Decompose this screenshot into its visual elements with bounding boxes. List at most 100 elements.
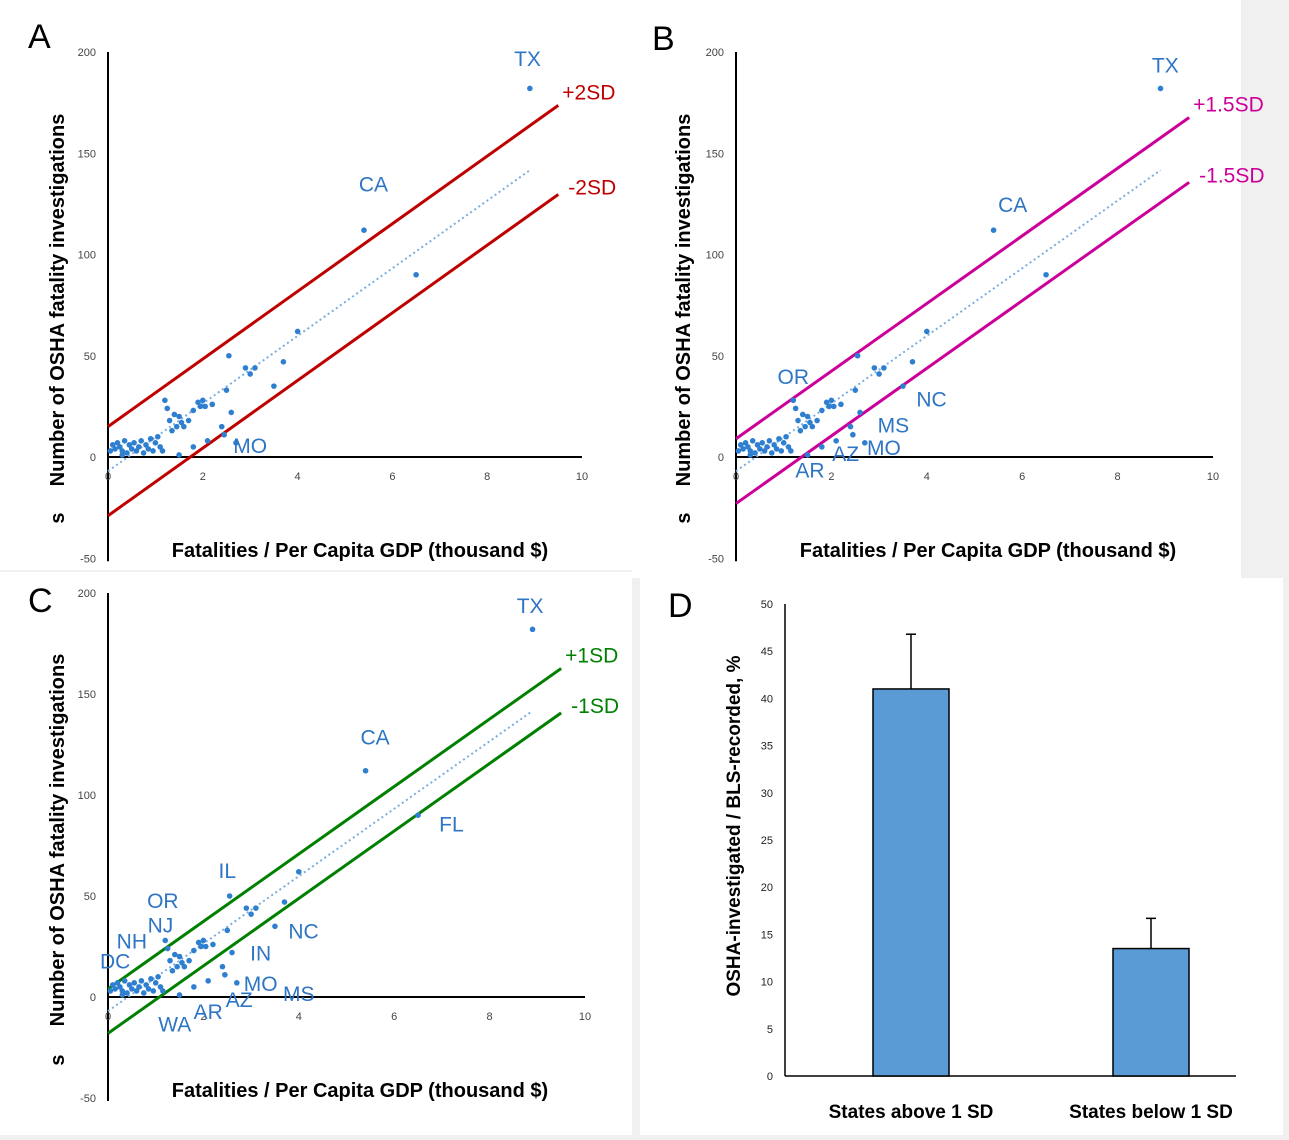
data-point <box>776 435 782 442</box>
panel-d: D 0 5 10 15 20 25 30 35 40 45 50 States above 1 SD St… <box>668 587 1236 1123</box>
data-point <box>909 359 916 365</box>
y-tick-label: 0 <box>718 452 724 464</box>
upper-sd-line <box>735 116 1191 440</box>
data-point <box>828 397 835 404</box>
panel-letter: A <box>28 18 51 56</box>
data-point <box>819 444 825 450</box>
y-axis-title-fragment: s <box>673 512 695 523</box>
data-point <box>219 963 226 970</box>
data-point <box>119 452 126 458</box>
data-point <box>761 448 768 454</box>
y-tick-label: 200 <box>706 47 724 59</box>
data-point <box>138 978 145 984</box>
data-point <box>226 352 232 359</box>
data-point <box>119 992 126 998</box>
data-point <box>740 446 746 452</box>
data-point <box>171 951 178 958</box>
state-label-wa: WA <box>158 1013 191 1036</box>
data-point <box>145 986 152 992</box>
data-point <box>133 988 140 994</box>
data-point <box>190 444 197 450</box>
x-tick-label: 10 <box>576 471 588 483</box>
data-point <box>529 626 536 633</box>
data-point <box>162 397 168 404</box>
data-point <box>527 85 533 92</box>
data-point <box>222 971 228 978</box>
data-point <box>202 403 208 410</box>
data-point <box>176 953 183 960</box>
y-tick-label: 35 <box>761 741 773 753</box>
data-point <box>747 452 754 458</box>
y-tick-label: 150 <box>706 148 724 160</box>
state-label-in: IN <box>250 943 271 966</box>
data-point <box>871 365 878 371</box>
trend-line <box>107 169 531 472</box>
data-point <box>754 442 761 448</box>
y-axis-title: Number of OSHA fatality investigations <box>673 114 695 487</box>
bar <box>1112 947 1190 1077</box>
data-point <box>131 980 138 986</box>
data-point <box>792 405 799 412</box>
y-tick-label: 200 <box>78 588 96 600</box>
data-point <box>759 440 766 446</box>
data-point <box>129 986 135 992</box>
x-tick-label: 4 <box>924 471 930 483</box>
data-point <box>253 905 259 911</box>
data-point <box>852 387 859 393</box>
panel-c-background <box>0 572 632 1135</box>
x-tick-label: 8 <box>487 1011 493 1023</box>
data-point <box>164 405 171 412</box>
data-point <box>804 413 811 420</box>
data-point <box>109 442 116 448</box>
data-point <box>228 409 235 416</box>
x-axis-title: Fatalities / Per Capita GDP (thousand $) <box>800 540 1176 562</box>
state-label-ca: CA <box>361 727 390 750</box>
data-point <box>166 417 173 424</box>
data-point <box>167 957 173 964</box>
data-point <box>804 452 811 458</box>
x-tick-label: 0 <box>105 471 111 483</box>
panel-letter: B <box>652 20 675 58</box>
data-point <box>191 947 197 954</box>
state-label-nh: NH <box>117 931 147 954</box>
data-point <box>197 403 204 410</box>
panel-b-background <box>632 0 1241 578</box>
panel-a: A -50 0 50 100 150 200 0 2 4 6 8 10 +2SD -2SD TX CA MO Fat… <box>28 18 616 565</box>
y-tick-label: 15 <box>761 929 773 941</box>
x-category-label: States above 1 SD <box>829 1102 994 1123</box>
data-point <box>136 984 142 990</box>
data-point <box>280 359 287 365</box>
y-axis-title-fragment: s <box>47 512 69 523</box>
upper-band-label: +1.5SD <box>1193 94 1264 117</box>
data-point <box>150 988 157 994</box>
x-tick-label: 0 <box>733 471 739 483</box>
data-point <box>233 980 240 986</box>
data-point <box>788 448 794 454</box>
data-point <box>174 963 180 970</box>
data-point <box>747 448 754 454</box>
state-label-ms: MS <box>283 983 315 1006</box>
x-tick-label: 10 <box>1207 471 1219 483</box>
data-point <box>768 450 775 456</box>
data-point <box>107 988 114 994</box>
state-label-ar: AR <box>795 459 824 482</box>
data-point <box>157 444 163 450</box>
data-point <box>226 893 233 899</box>
data-point <box>795 417 801 424</box>
data-point <box>778 448 785 454</box>
state-label-mo: MO <box>867 437 901 460</box>
data-point <box>181 963 188 970</box>
x-tick-label: 2 <box>200 471 206 483</box>
y-tick-label: 30 <box>761 788 773 800</box>
data-point <box>176 992 183 998</box>
data-point <box>223 387 230 393</box>
data-point <box>752 450 758 456</box>
y-axis-title: OSHA-investigated / BLS-recorded, % <box>724 655 745 996</box>
data-point <box>764 444 770 450</box>
data-point <box>854 352 861 359</box>
data-point <box>802 423 808 430</box>
data-point <box>140 990 147 996</box>
data-point <box>745 444 751 450</box>
data-point <box>169 427 175 434</box>
data-point <box>233 440 239 446</box>
